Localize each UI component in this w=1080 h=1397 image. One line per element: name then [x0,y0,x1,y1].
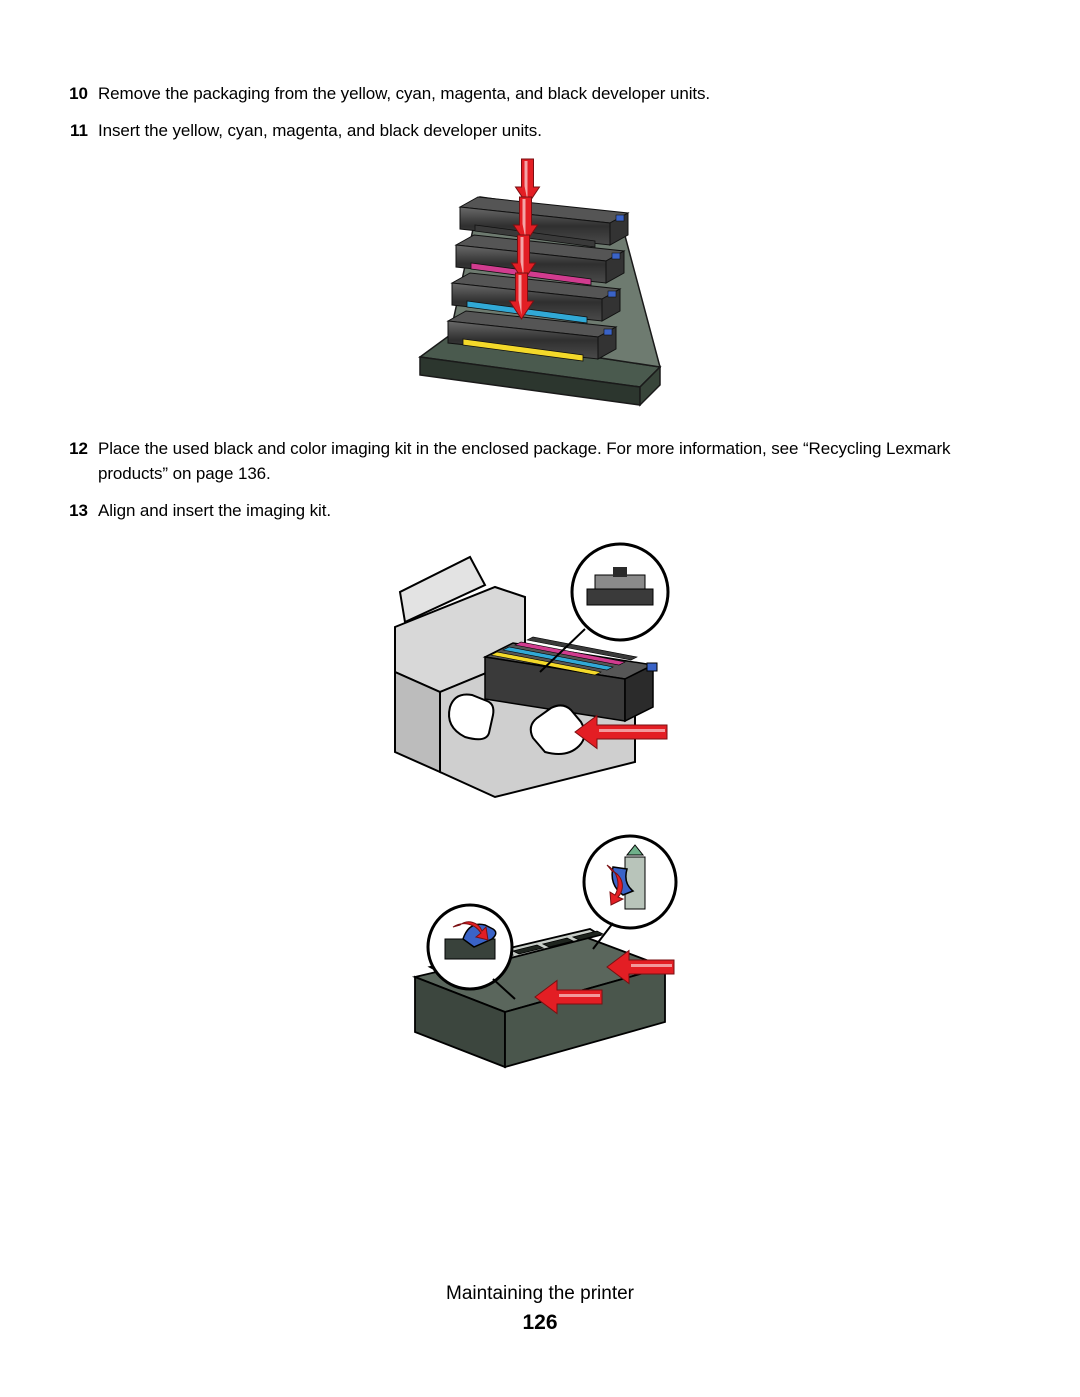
step-text: Insert the yellow, cyan, magenta, and bl… [98,119,1012,144]
footer-page-number: 126 [0,1311,1080,1335]
step-10: 10 Remove the packaging from the yellow,… [68,82,1012,107]
step-text: Place the used black and color imaging k… [98,437,1012,486]
step-11: 11 Insert the yellow, cyan, magenta, and… [68,119,1012,144]
developer-units-diagram [390,157,690,417]
lock-kit-diagram [375,827,705,1087]
step-number: 11 [68,119,98,144]
step-text: Remove the packaging from the yellow, cy… [98,82,1012,107]
figure-developer-units [68,157,1012,417]
step-12: 12 Place the used black and color imagin… [68,437,1012,486]
step-13: 13 Align and insert the imaging kit. [68,499,1012,524]
step-number: 10 [68,82,98,107]
page-footer: Maintaining the printer 126 [0,1283,1080,1335]
step-text: Align and insert the imaging kit. [98,499,1012,524]
footer-section-title: Maintaining the printer [0,1283,1080,1305]
step-number: 13 [68,499,98,524]
page-content: 10 Remove the packaging from the yellow,… [0,0,1080,1087]
insert-kit-diagram [375,537,705,807]
figure-insert-kit [68,537,1012,807]
figure-lock-kit [68,827,1012,1087]
step-number: 12 [68,437,98,486]
